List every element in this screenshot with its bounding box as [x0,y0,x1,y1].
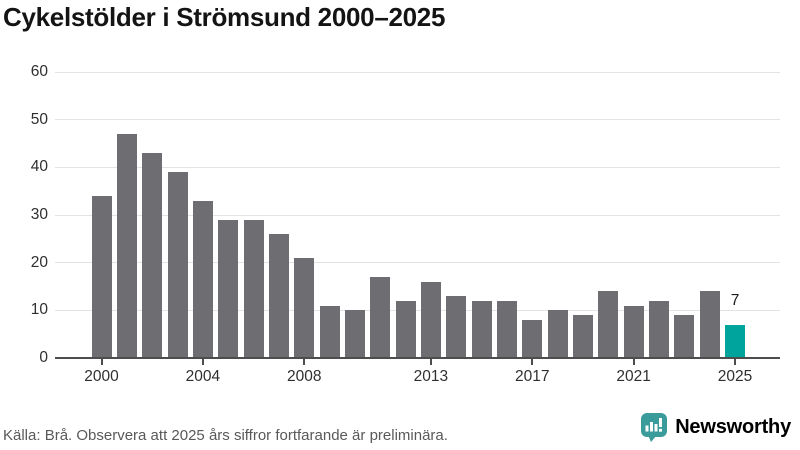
bar-highlighted [725,324,745,358]
bar [547,310,568,358]
x-axis-tick [201,359,204,365]
newsworthy-logo: Newsworthy [640,412,791,443]
bar [370,276,391,358]
bar [319,305,340,358]
bar [91,195,112,358]
x-axis-tick-label: 2013 [413,368,449,385]
bar [167,172,188,358]
x-axis-tick [100,359,103,365]
bar [471,300,492,358]
newsworthy-logo-icon [641,413,668,442]
bar [116,133,137,358]
x-axis-tick-label: 2017 [515,368,550,385]
bar [192,200,213,358]
x-axis-tick [531,359,534,365]
x-axis-tick-label: 2008 [286,368,322,385]
gridline [55,71,780,73]
y-axis-tick-label: 40 [30,158,48,176]
bar [598,291,619,358]
bar [218,219,239,358]
bar-value-label: 7 [730,291,740,309]
gridline [55,309,780,311]
x-axis-tick-label: 2025 [717,368,753,385]
bar [294,257,315,358]
y-axis-tick-label: 30 [30,206,48,223]
x-axis-tick [429,359,432,365]
bar [243,219,264,358]
y-axis-tick-label: 50 [30,110,48,128]
x-axis-tick-label: 2004 [185,368,221,385]
source-note: Källa: Brå. Observera att 2025 års siffr… [3,427,448,444]
bar [496,300,517,358]
y-axis-tick-label: 20 [30,253,48,271]
x-axis-tick [632,359,635,365]
gridline [55,119,780,121]
bar [648,300,669,358]
bar [446,296,467,358]
brand-name: Newsworthy [675,416,791,438]
bar [142,153,163,358]
y-axis-tick-label: 10 [30,301,48,319]
x-axis-line [55,357,780,359]
y-axis-tick-label: 60 [30,63,48,80]
bar [674,315,695,358]
gridline [55,166,780,168]
x-axis-tick-label: 2021 [616,368,651,385]
x-axis-tick [734,359,736,365]
bar [699,291,720,358]
bar [420,281,441,358]
bar [344,310,365,358]
bar [395,300,416,358]
bar [268,234,289,358]
gridline [55,214,780,216]
bar [522,319,543,358]
x-axis-tick [303,359,306,365]
gridline [55,262,780,264]
y-axis-tick-label: 0 [39,349,48,366]
bar [572,315,593,358]
x-axis-tick-label: 2000 [84,368,119,385]
chart-title: Cykelstölder i Strömsund 2000–2025 [3,2,446,32]
bar [623,305,644,358]
